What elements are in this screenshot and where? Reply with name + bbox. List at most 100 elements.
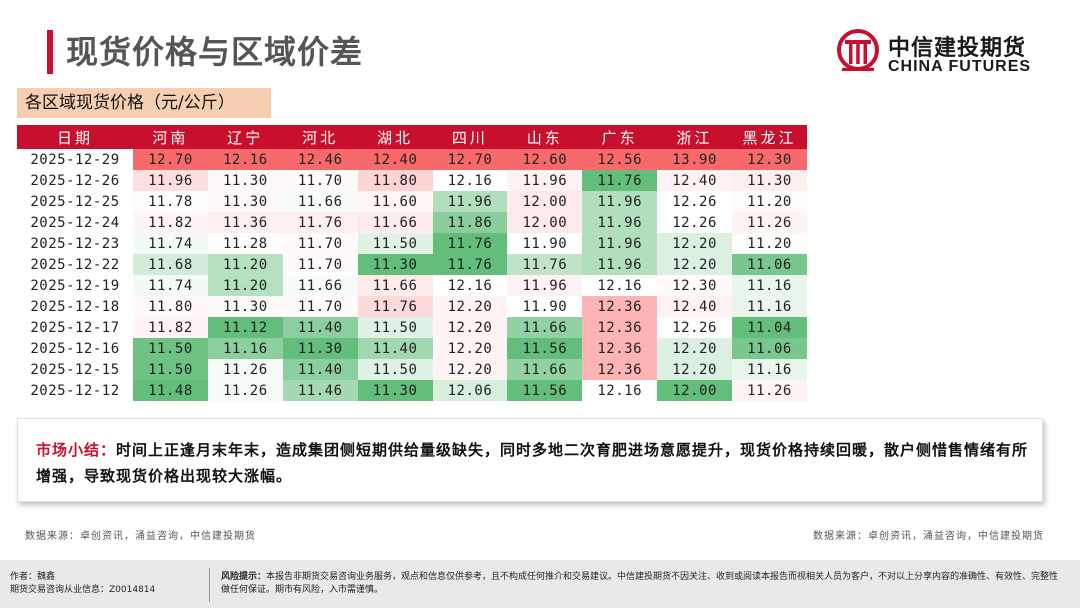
- table-row: 2025-12-18 11.80 11.30 11.70 11.76 12.20 11.90…: [17, 296, 807, 317]
- date-cell: 2025-12-12: [30, 382, 120, 399]
- price-cell: 11.30: [732, 170, 807, 191]
- price-cell: 11.50: [133, 338, 208, 359]
- column-header: 湖北: [357, 125, 433, 149]
- price-cell: 11.26: [732, 380, 807, 401]
- price-cell: 11.80: [357, 170, 433, 191]
- table-row: 2025-12-12 11.48 11.26 11.46 11.30 12.06 11.56…: [17, 380, 807, 401]
- author-info: 作者：魏鑫 期货交易咨询从业信息：Z0014814: [10, 571, 155, 597]
- table-row: 2025-12-25 11.78 11.30 11.66 11.60 11.96 12.00…: [17, 191, 807, 212]
- market-summary-box: 市场小结：时间上正逢月末年末，造成集团侧短期供给量级缺失，同时多地二次育肥进场意…: [17, 418, 1043, 502]
- price-cell: 11.70: [282, 296, 358, 317]
- table-row: 2025-12-19 11.74 11.20 11.66 11.66 12.16 11.96…: [17, 275, 807, 296]
- column-header: 广东: [582, 125, 658, 149]
- price-cell: 11.82: [133, 317, 208, 338]
- price-cell: 12.30: [732, 149, 807, 170]
- date-cell: 2025-12-24: [30, 214, 120, 231]
- date-cell: 2025-12-25: [30, 193, 120, 210]
- price-cell: 12.20: [432, 359, 508, 380]
- price-cell: 12.46: [282, 149, 358, 170]
- price-cell: 11.30: [357, 380, 433, 401]
- price-cell: 11.20: [732, 191, 807, 212]
- date-cell: 2025-12-29: [30, 151, 120, 168]
- price-cell: 11.16: [207, 338, 283, 359]
- price-cell: 11.66: [282, 275, 358, 296]
- price-cell: 12.20: [432, 296, 508, 317]
- price-cell: 12.16: [432, 170, 508, 191]
- author-name: 作者：魏鑫: [10, 572, 56, 582]
- table-subtitle: 各区域现货价格（元/公斤）: [17, 88, 271, 118]
- price-cell: 11.50: [357, 359, 433, 380]
- price-cell: 11.96: [582, 212, 658, 233]
- date-cell: 2025-12-17: [30, 319, 120, 336]
- logo-english-name: CHINA FUTURES: [888, 58, 1032, 75]
- price-cell: 11.76: [432, 254, 508, 275]
- price-cell: 12.26: [657, 212, 732, 233]
- price-cell: 11.06: [732, 254, 807, 275]
- price-cell: 11.06: [732, 338, 807, 359]
- price-cell: 11.20: [732, 233, 807, 254]
- price-cell: 12.26: [657, 191, 732, 212]
- price-cell: 11.16: [732, 275, 807, 296]
- price-cell: 11.12: [207, 317, 283, 338]
- price-cell: 11.60: [357, 191, 433, 212]
- price-cell: 11.30: [207, 296, 283, 317]
- price-cell: 11.66: [357, 275, 433, 296]
- price-cell: 11.26: [207, 380, 283, 401]
- page-title: 现货价格与区域价差: [66, 33, 364, 71]
- table-row: 2025-12-24 11.82 11.36 11.76 11.66 11.86 12.00…: [17, 212, 807, 233]
- price-cell: 11.28: [207, 233, 283, 254]
- price-cell: 12.20: [432, 317, 508, 338]
- price-cell: 11.66: [282, 191, 358, 212]
- author-license: 期货交易咨询从业信息：Z0014814: [10, 585, 156, 595]
- table-row: 2025-12-29 12.70 12.16 12.46 12.40 12.70 12.60…: [17, 149, 807, 170]
- table-header-row: 日期 河南 辽宁 河北 湖北 四川 山东 广东 浙江 黑龙江: [17, 125, 807, 149]
- price-cell: 11.96: [432, 191, 508, 212]
- price-cell: 11.04: [732, 317, 807, 338]
- column-header: 河北: [282, 125, 358, 149]
- price-cell: 12.16: [582, 275, 658, 296]
- price-cell: 11.74: [133, 275, 208, 296]
- price-cell: 12.20: [657, 233, 732, 254]
- column-header: 浙江: [657, 125, 732, 149]
- price-cell: 11.76: [432, 233, 508, 254]
- price-cell: 11.66: [507, 317, 583, 338]
- table-row: 2025-12-22 11.68 11.20 11.70 11.30 11.76 11.76…: [17, 254, 807, 275]
- data-source-right: 数据来源：卓创资讯，涌益咨询，中信建投期货: [813, 531, 1044, 542]
- price-cell: 11.76: [357, 296, 433, 317]
- date-cell: 2025-12-23: [30, 235, 120, 252]
- risk-text: 本报告非期货交易咨询业务服务，观点和信息仅供参考，且不构成任何推介和交易建议。中…: [221, 572, 1059, 595]
- column-header: 黑龙江: [732, 125, 807, 149]
- risk-label: 风险提示：: [221, 572, 267, 582]
- price-cell: 11.36: [207, 212, 283, 233]
- risk-disclaimer: 风险提示：本报告非期货交易咨询业务服务，观点和信息仅供参考，且不构成任何推介和交…: [221, 571, 1061, 597]
- column-header: 河南: [133, 125, 208, 149]
- price-cell: 11.50: [357, 317, 433, 338]
- price-cell: 12.30: [657, 275, 732, 296]
- price-cell: 11.70: [282, 254, 358, 275]
- price-cell: 11.20: [207, 254, 283, 275]
- price-cell: 11.78: [133, 191, 208, 212]
- price-cell: 11.74: [133, 233, 208, 254]
- date-cell: 2025-12-19: [30, 277, 120, 294]
- date-cell: 2025-12-15: [30, 361, 120, 378]
- price-cell: 11.82: [133, 212, 208, 233]
- price-cell: 12.36: [582, 317, 658, 338]
- price-cell: 12.00: [657, 380, 732, 401]
- price-cell: 12.70: [133, 149, 208, 170]
- price-cell: 11.30: [207, 170, 283, 191]
- column-header: 日期: [17, 125, 133, 149]
- price-cell: 12.40: [657, 170, 732, 191]
- table-row: 2025-12-16 11.50 11.16 11.30 11.40 12.20 11.56…: [17, 338, 807, 359]
- price-cell: 12.40: [357, 149, 433, 170]
- price-cell: 12.06: [432, 380, 508, 401]
- table-row: 2025-12-23 11.74 11.28 11.70 11.50 11.76 11.90…: [17, 233, 807, 254]
- price-cell: 12.16: [582, 380, 658, 401]
- price-cell: 11.86: [432, 212, 508, 233]
- price-cell: 11.96: [133, 170, 208, 191]
- price-cell: 12.20: [432, 338, 508, 359]
- price-cell: 11.76: [507, 254, 583, 275]
- footer-divider: [209, 568, 210, 602]
- price-cell: 12.36: [582, 296, 658, 317]
- data-source-left: 数据来源：卓创资讯，涌益咨询，中信建投期货: [25, 531, 256, 542]
- price-cell: 12.20: [657, 254, 732, 275]
